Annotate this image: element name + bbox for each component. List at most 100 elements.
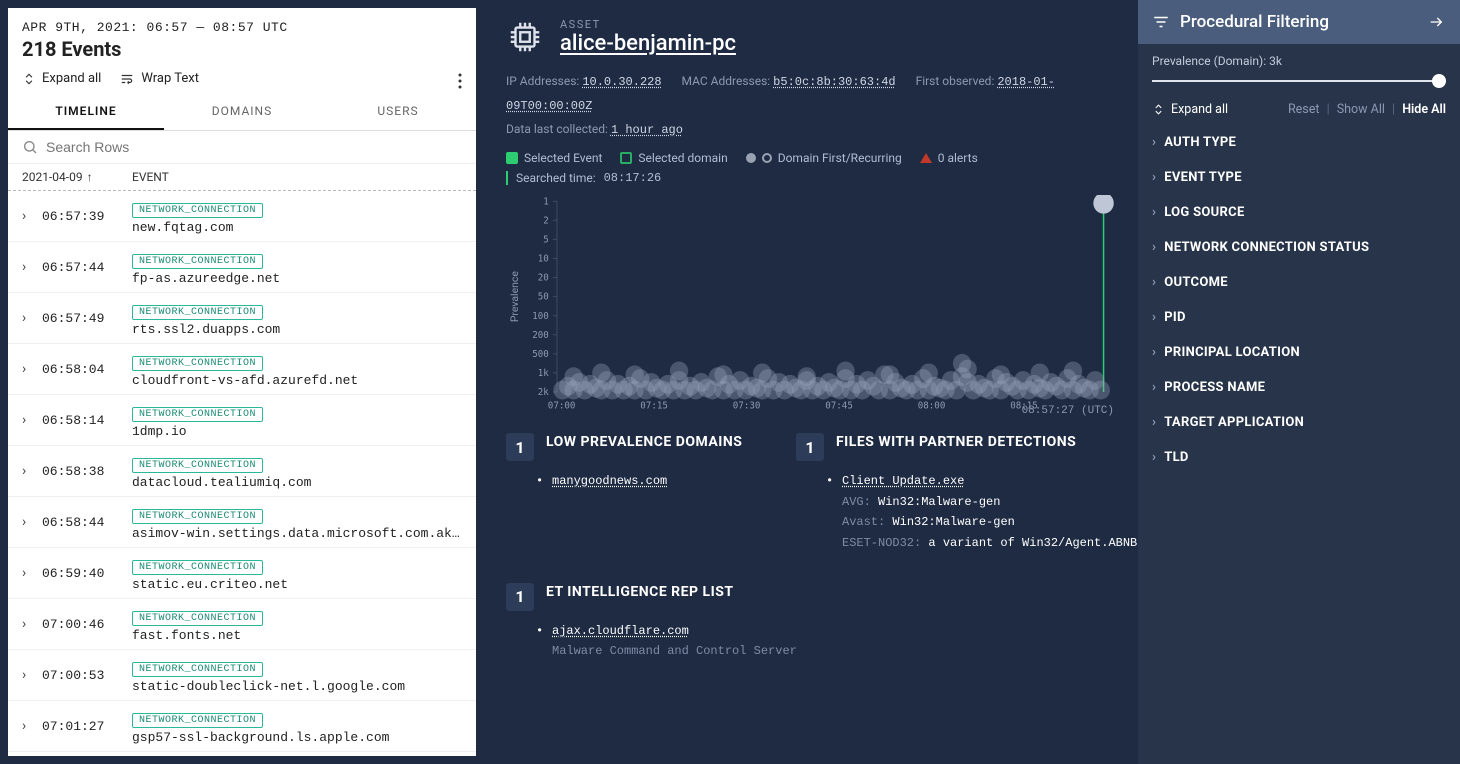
detection-section: 1 FILES WITH PARTNER DETECTIONS Client U… bbox=[796, 433, 1138, 553]
table-row[interactable]: › 06:57:49 NETWORK_CONNECTION rts.ssl2.d… bbox=[8, 293, 476, 344]
mac-address[interactable]: b5:0c:8b:30:63:4d bbox=[773, 75, 895, 89]
filter-principal-location[interactable]: ›PRINCIPAL LOCATION bbox=[1138, 335, 1460, 370]
row-domain: static-doubleclick-net.l.google.com bbox=[132, 679, 462, 694]
tab-domains[interactable]: DOMAINS bbox=[164, 94, 320, 130]
asset-meta: IP Addresses: 10.0.30.228 MAC Addresses:… bbox=[506, 70, 1138, 141]
column-headers: 2021-04-09 ↑ EVENT bbox=[8, 164, 476, 191]
expand-icon bbox=[22, 72, 36, 86]
chart-legend: Selected Event Selected domain Domain Fi… bbox=[506, 151, 1138, 165]
chevron-right-icon: › bbox=[1152, 135, 1156, 150]
chevron-right-icon: › bbox=[1152, 240, 1156, 255]
tab-users[interactable]: USERS bbox=[320, 94, 476, 130]
row-time: 06:57:44 bbox=[42, 260, 132, 275]
event-type-badge: NETWORK_CONNECTION bbox=[132, 203, 263, 218]
collapse-arrow-icon[interactable] bbox=[1426, 14, 1446, 30]
search-rows bbox=[8, 131, 476, 164]
wrap-text-label: Wrap Text bbox=[141, 71, 199, 86]
detection-list: Client Update.exeAVG: Win32:Malware-genA… bbox=[796, 471, 1138, 553]
detection-section: 1 LOW PREVALENCE DOMAINS manygoodnews.co… bbox=[506, 433, 756, 553]
col-date[interactable]: 2021-04-09 ↑ bbox=[22, 170, 132, 184]
filter-log-source[interactable]: ›LOG SOURCE bbox=[1138, 195, 1460, 230]
table-row[interactable]: › 06:57:44 NETWORK_CONNECTION fp-as.azur… bbox=[8, 242, 476, 293]
event-type-badge: NETWORK_CONNECTION bbox=[132, 254, 263, 269]
table-row[interactable]: › 07:00:46 NETWORK_CONNECTION fast.fonts… bbox=[8, 599, 476, 650]
svg-text:07:30: 07:30 bbox=[733, 401, 761, 412]
table-row[interactable]: › 07:00:53 NETWORK_CONNECTION static-dou… bbox=[8, 650, 476, 701]
expand-all-button[interactable]: Expand all bbox=[22, 71, 101, 86]
reset-link[interactable]: Reset bbox=[1288, 102, 1320, 117]
detection-title: LOW PREVALENCE DOMAINS bbox=[546, 433, 742, 451]
slider-track bbox=[1152, 80, 1446, 82]
chevron-right-icon: › bbox=[1152, 345, 1156, 360]
filter-process-name[interactable]: ›PROCESS NAME bbox=[1138, 370, 1460, 405]
chevron-right-icon[interactable]: › bbox=[22, 310, 42, 326]
filter-expand-all[interactable]: Expand all bbox=[1152, 102, 1228, 117]
prevalence-slider[interactable] bbox=[1152, 74, 1446, 88]
hide-all-link[interactable]: Hide All bbox=[1402, 102, 1446, 117]
svg-text:2k: 2k bbox=[538, 387, 549, 398]
events-header: APR 9TH, 2021: 06:57 — 08:57 UTC 218 Eve… bbox=[8, 8, 476, 67]
table-row[interactable]: › 06:58:38 NETWORK_CONNECTION datacloud.… bbox=[8, 446, 476, 497]
chevron-right-icon[interactable]: › bbox=[22, 616, 42, 632]
filter-icon bbox=[1152, 13, 1170, 31]
table-row[interactable]: › 07:01:27 NETWORK_CONNECTION gsp57-ssl-… bbox=[8, 701, 476, 752]
more-menu-button[interactable] bbox=[458, 73, 462, 89]
row-time: 06:57:49 bbox=[42, 311, 132, 326]
table-row[interactable]: › 06:57:39 NETWORK_CONNECTION new.fqtag.… bbox=[8, 191, 476, 242]
row-time: 06:57:39 bbox=[42, 209, 132, 224]
filter-pid[interactable]: ›PID bbox=[1138, 300, 1460, 335]
asset-name-link[interactable]: alice-benjamin-pc bbox=[560, 31, 736, 56]
show-all-link[interactable]: Show All bbox=[1337, 102, 1385, 117]
table-row[interactable]: › 06:58:14 NETWORK_CONNECTION 1dmp.io bbox=[8, 395, 476, 446]
ip-address[interactable]: 10.0.30.228 bbox=[582, 75, 661, 89]
chevron-right-icon[interactable]: › bbox=[22, 259, 42, 275]
wrap-icon bbox=[119, 72, 135, 86]
event-type-badge: NETWORK_CONNECTION bbox=[132, 713, 263, 728]
svg-text:1: 1 bbox=[543, 197, 549, 208]
filter-list: ›AUTH TYPE›EVENT TYPE›LOG SOURCE›NETWORK… bbox=[1138, 125, 1460, 764]
detection-count: 1 bbox=[506, 583, 534, 611]
chevron-right-icon: › bbox=[1152, 380, 1156, 395]
row-time: 06:59:40 bbox=[42, 566, 132, 581]
recurring-dot-icon bbox=[762, 153, 772, 163]
row-domain: datacloud.tealiumiq.com bbox=[132, 475, 462, 490]
table-row[interactable]: › 07:02:43 NETWORK_CONNECTION static1.sq… bbox=[8, 752, 476, 756]
table-row[interactable]: › 06:58:44 NETWORK_CONNECTION asimov-win… bbox=[8, 497, 476, 548]
chevron-right-icon[interactable]: › bbox=[22, 463, 42, 479]
more-vertical-icon bbox=[458, 73, 462, 89]
filter-target-application[interactable]: ›TARGET APPLICATION bbox=[1138, 405, 1460, 440]
chevron-right-icon[interactable]: › bbox=[22, 718, 42, 734]
chevron-right-icon[interactable]: › bbox=[22, 565, 42, 581]
filter-network-connection-status[interactable]: ›NETWORK CONNECTION STATUS bbox=[1138, 230, 1460, 265]
chevron-right-icon[interactable]: › bbox=[22, 412, 42, 428]
row-domain: asimov-win.settings.data.microsoft.com.a… bbox=[132, 526, 462, 541]
filter-event-type[interactable]: ›EVENT TYPE bbox=[1138, 160, 1460, 195]
tab-timeline[interactable]: TIMELINE bbox=[8, 94, 164, 130]
chevron-right-icon[interactable]: › bbox=[22, 667, 42, 683]
first-dot-icon bbox=[746, 153, 756, 163]
search-icon bbox=[22, 139, 38, 155]
filter-tld[interactable]: ›TLD bbox=[1138, 440, 1460, 475]
row-time: 07:00:53 bbox=[42, 668, 132, 683]
event-rows[interactable]: › 06:57:39 NETWORK_CONNECTION new.fqtag.… bbox=[8, 191, 476, 756]
table-row[interactable]: › 06:58:04 NETWORK_CONNECTION cloudfront… bbox=[8, 344, 476, 395]
row-time: 06:58:04 bbox=[42, 362, 132, 377]
filter-title: Procedural Filtering bbox=[1180, 12, 1329, 32]
chevron-right-icon[interactable]: › bbox=[22, 514, 42, 530]
event-type-badge: NETWORK_CONNECTION bbox=[132, 458, 263, 473]
prevalence-chart[interactable]: 1251020501002005001k2kPrevalence07:0007:… bbox=[506, 195, 1118, 415]
slider-thumb[interactable] bbox=[1432, 74, 1446, 88]
chevron-right-icon[interactable]: › bbox=[22, 208, 42, 224]
table-row[interactable]: › 06:59:40 NETWORK_CONNECTION static.eu.… bbox=[8, 548, 476, 599]
cpu-icon bbox=[506, 18, 544, 56]
event-type-badge: NETWORK_CONNECTION bbox=[132, 509, 263, 524]
search-input[interactable] bbox=[46, 139, 462, 155]
wrap-text-button[interactable]: Wrap Text bbox=[119, 71, 199, 86]
prevalence-slider-section: Prevalence (Domain): 3k bbox=[1138, 44, 1460, 94]
svg-text:2: 2 bbox=[543, 216, 549, 227]
filter-outcome[interactable]: ›OUTCOME bbox=[1138, 265, 1460, 300]
resize-handle[interactable]: ⋮⋮⋮ bbox=[476, 360, 480, 372]
chevron-right-icon[interactable]: › bbox=[22, 361, 42, 377]
alert-triangle-icon bbox=[920, 153, 932, 163]
filter-auth-type[interactable]: ›AUTH TYPE bbox=[1138, 125, 1460, 160]
